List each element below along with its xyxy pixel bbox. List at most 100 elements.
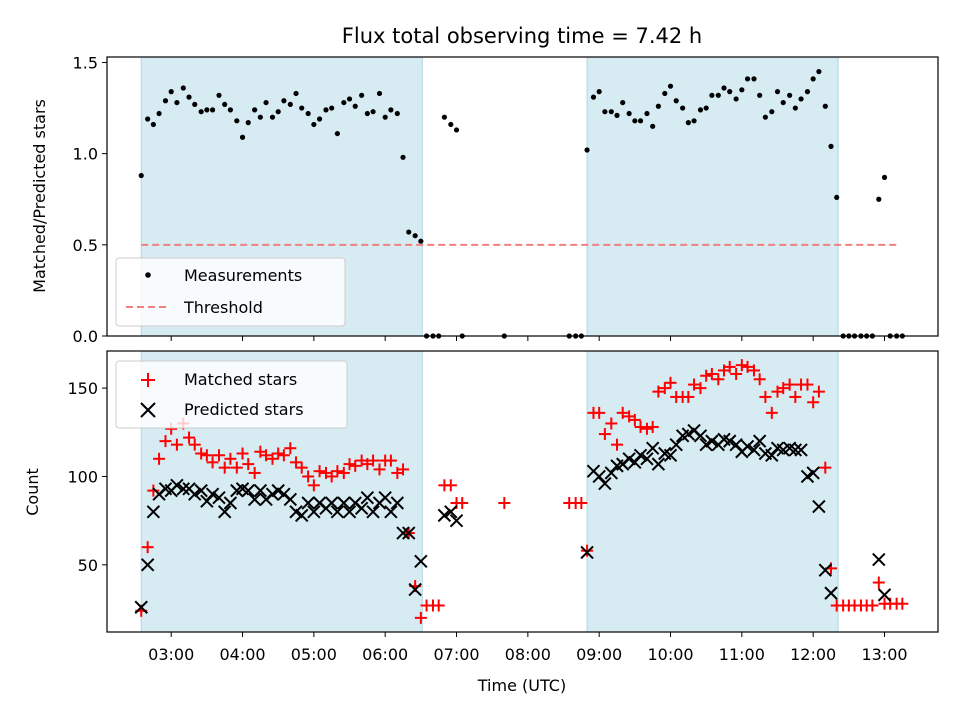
predicted-star-point (723, 434, 737, 448)
measurement-point (316, 116, 323, 122)
measurement-point (626, 110, 632, 117)
measurement-point (150, 121, 156, 128)
matched-star-point (498, 496, 511, 509)
measurement-point (816, 68, 822, 75)
bottom-x-axis-ticks: 03:00 04:00 05:00 06:00 07:00 08:00 09:00 10:00… (148, 632, 908, 664)
measurement-point (584, 147, 590, 153)
measurement-point (792, 105, 798, 111)
matched-star-point (753, 373, 766, 386)
matched-star-point (236, 447, 249, 460)
predicted-star-point (747, 443, 761, 457)
matched-star-point (307, 479, 320, 492)
matched-star-point (414, 611, 427, 624)
x-tick-label: 06:00 (362, 645, 408, 664)
measurement-point (162, 98, 169, 104)
predicted-star-point (396, 526, 410, 540)
measurement-point (810, 76, 816, 82)
matched-star-point (598, 428, 611, 441)
predicted-star-point (366, 505, 380, 519)
matched-star-point (866, 599, 879, 612)
x-tick-label: 07:00 (433, 645, 479, 664)
measurement-point (293, 90, 299, 97)
bottom-observing-span-1 (586, 350, 839, 633)
predicted-star-point (342, 505, 357, 519)
measurement-point (382, 114, 388, 120)
matched-star-point (159, 435, 172, 448)
predicted-star-point (402, 526, 416, 540)
matched-star-point (384, 454, 397, 467)
x-tick-label: 12:00 (790, 645, 836, 664)
predicted-star-point (247, 492, 262, 507)
matched-star-point (295, 461, 308, 474)
matched-star-point (200, 449, 213, 462)
measurement-point (751, 76, 757, 82)
matched-star-point (652, 385, 665, 398)
matched-star-point (224, 452, 237, 465)
measurement-point (650, 123, 656, 129)
predicted-star-point (324, 496, 339, 510)
predicted-star-point (752, 434, 767, 448)
predicted-star-point (693, 429, 708, 443)
measurement-point (156, 110, 162, 117)
top-y-tick-label: 1.0 (73, 145, 98, 164)
matched-star-point (302, 470, 315, 483)
matched-star-point (230, 461, 243, 474)
measurement-point (685, 120, 691, 126)
measurement-point (757, 92, 763, 98)
predicted-star-point (645, 441, 660, 455)
top-y-tick-label: 0.0 (73, 327, 98, 346)
matched-star-point (872, 576, 885, 589)
measurement-point (174, 99, 180, 106)
matched-star-point (188, 438, 201, 451)
predicted-star-point (444, 505, 458, 519)
legend-measurements-marker (145, 272, 151, 278)
matched-star-point (807, 396, 820, 409)
predicted-star-point (812, 499, 826, 514)
x-tick-label: 11:00 (719, 645, 765, 664)
measurement-point (804, 89, 811, 95)
measurement-point (394, 110, 400, 117)
matched-star-point (337, 466, 350, 479)
measurement-point (744, 76, 751, 82)
measurement-point (299, 105, 305, 111)
measurement-point (769, 109, 775, 115)
matched-star-point (331, 465, 344, 478)
matched-star-point (616, 406, 629, 419)
matched-star-point (343, 458, 356, 471)
matched-star-point (634, 420, 647, 433)
measurement-point (762, 114, 768, 120)
predicted-star-point (217, 505, 232, 519)
measurement-point (632, 118, 638, 124)
chart-title: Flux total observing time = 7.42 h (342, 24, 702, 48)
predicted-star-point (408, 582, 422, 597)
predicted-star-point (872, 552, 886, 567)
predicted-star-point (384, 505, 398, 519)
bottom-legend: Matched stars Predicted stars (115, 360, 348, 429)
legend-measurements-label: Measurements (184, 266, 302, 285)
measurement-point (697, 107, 704, 113)
matched-star-point (700, 369, 713, 382)
measurement-point (655, 103, 661, 109)
predicted-star-point (307, 505, 321, 519)
legend-threshold-label: Threshold (183, 298, 263, 317)
measurement-point (287, 101, 293, 108)
matched-star-point (242, 458, 255, 471)
measurement-point (774, 89, 781, 95)
predicted-star-point (580, 545, 594, 560)
predicted-star-point (360, 490, 375, 505)
measurement-point (703, 105, 709, 111)
bottom-y-tick-label: 150 (67, 379, 98, 398)
predicted-star-point (824, 586, 838, 600)
predicted-star-point (414, 554, 428, 569)
measurement-point (352, 103, 358, 109)
matched-star-point (896, 597, 909, 610)
measurement-point (359, 92, 365, 98)
measurement-point (739, 87, 745, 93)
predicted-star-point (651, 457, 666, 471)
measurement-point (138, 172, 144, 179)
predicted-star-point (669, 437, 683, 452)
top-x-axis-ticks (170, 336, 886, 341)
predicted-star-point (806, 466, 820, 480)
